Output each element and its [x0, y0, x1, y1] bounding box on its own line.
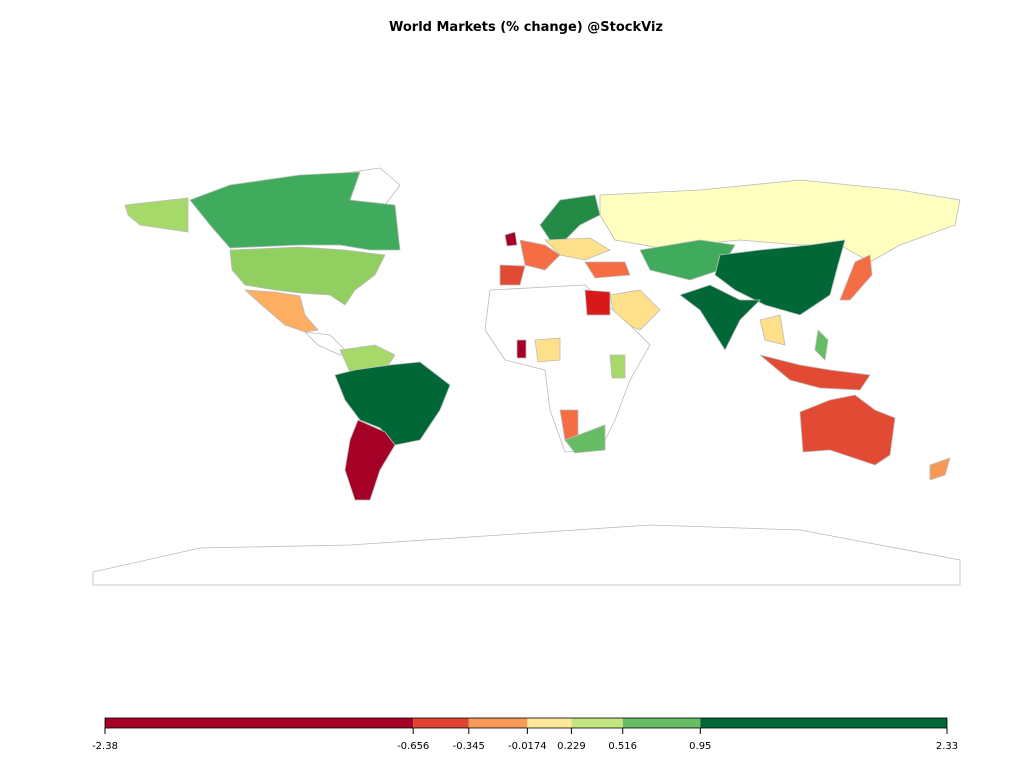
legend-tick-label: -0.0174	[508, 741, 547, 752]
legend-tick-label: 0.516	[608, 741, 637, 752]
australia	[799, 394, 896, 466]
legend-segment	[105, 718, 414, 728]
usa	[229, 246, 386, 306]
legend-tick-label: 2.33	[936, 741, 958, 752]
new-zealand	[929, 457, 951, 481]
legend-tick-label: -0.345	[453, 741, 485, 752]
legend-frame	[104, 717, 948, 729]
legend-segment	[700, 718, 947, 728]
western-europe	[519, 239, 561, 271]
legend-tick-label: 0.95	[689, 741, 711, 752]
legend-segment	[527, 718, 572, 728]
legend-segment	[413, 718, 469, 728]
central-europe	[544, 237, 611, 261]
ireland-uk	[504, 231, 518, 247]
legend-tick-label: 0.229	[557, 741, 586, 752]
ghana	[516, 339, 527, 359]
thailand	[759, 314, 786, 346]
mexico	[243, 289, 319, 333]
venezuela-colombia	[339, 344, 396, 373]
world-map	[92, 167, 961, 586]
kenya	[609, 354, 626, 379]
argentina-chile	[344, 419, 396, 501]
legend-tick-label: -0.656	[397, 741, 429, 752]
brazil	[334, 361, 451, 446]
antarctica	[92, 524, 961, 586]
legend-segment	[468, 718, 528, 728]
iberia	[499, 264, 526, 286]
indonesia	[759, 354, 871, 391]
legend-segment	[571, 718, 623, 728]
canada	[189, 171, 401, 251]
legend-segment	[622, 718, 701, 728]
turkey	[584, 261, 631, 279]
china	[714, 239, 846, 316]
scandinavia	[539, 194, 601, 241]
egypt	[584, 289, 611, 316]
central-america	[303, 331, 346, 356]
legend-tick-label: -2.38	[92, 741, 118, 752]
japan	[839, 254, 873, 301]
south-africa	[564, 424, 606, 454]
nigeria	[534, 337, 561, 363]
philippines	[814, 329, 829, 361]
color-legend: -2.38 -0.656 -0.345 -0.0174 0.229 0.516 0.95 2.…	[92, 717, 958, 752]
map-title: World Markets (% change) @StockViz	[389, 20, 663, 35]
alaska	[124, 197, 189, 233]
india-pakistan	[679, 284, 761, 351]
